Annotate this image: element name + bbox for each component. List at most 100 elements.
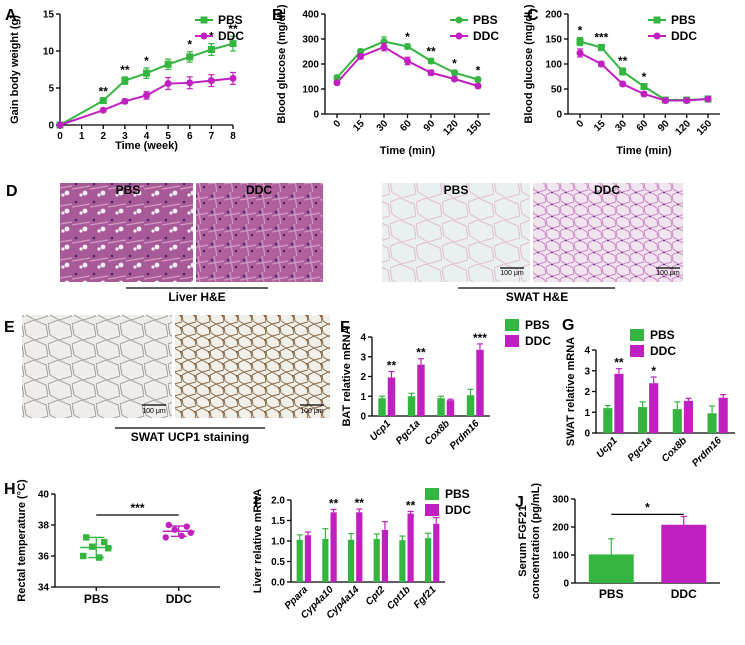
data-point bbox=[164, 80, 172, 88]
legend-marker bbox=[653, 16, 661, 24]
y-axis-label: BAT relative mRNA bbox=[341, 326, 353, 426]
image-label: DDC bbox=[246, 183, 272, 197]
x-tick-label: 0 bbox=[57, 131, 63, 142]
legend-swatch bbox=[630, 329, 644, 341]
legend-swatch bbox=[630, 345, 644, 357]
significance: * bbox=[642, 70, 647, 84]
bar bbox=[476, 349, 484, 416]
significance: ** bbox=[329, 496, 339, 510]
bar bbox=[603, 408, 613, 433]
x-tick-label: 0 bbox=[575, 118, 587, 130]
legend-label: PBS bbox=[650, 328, 675, 342]
y-tick-label: 1 bbox=[360, 392, 366, 403]
bar bbox=[417, 364, 425, 416]
y-tick-label: 1.0 bbox=[271, 537, 285, 548]
data-point bbox=[99, 106, 107, 114]
y-tick-label: 0.0 bbox=[271, 578, 285, 589]
image-caption: Liver H&E bbox=[168, 290, 225, 304]
y-tick-label: 34 bbox=[38, 583, 50, 594]
y-tick-label: 10 bbox=[43, 47, 55, 58]
data-point bbox=[474, 76, 482, 83]
panel-letter: I bbox=[254, 494, 258, 511]
x-axis-label: Time (week) bbox=[115, 140, 178, 152]
y-tick-label: 200 bbox=[552, 523, 569, 534]
x-tick-label: 30 bbox=[375, 118, 391, 134]
data-point bbox=[143, 69, 150, 77]
y-tick-label: 400 bbox=[302, 10, 319, 21]
significance: ** bbox=[614, 356, 624, 370]
legend-label: DDC bbox=[650, 344, 676, 358]
significance: ** bbox=[416, 346, 426, 360]
bar bbox=[378, 398, 386, 416]
data-point bbox=[357, 53, 364, 60]
x-tick-label: 90 bbox=[656, 118, 672, 134]
panel-letter: C bbox=[527, 7, 539, 24]
image-label: DDC bbox=[594, 183, 620, 197]
scale-label: 100 μm bbox=[300, 408, 324, 415]
data-point bbox=[165, 521, 172, 529]
panel-letter: J bbox=[515, 494, 524, 511]
legend-label: DDC bbox=[525, 334, 551, 348]
data-point bbox=[229, 40, 237, 48]
significance: * bbox=[405, 30, 410, 44]
bar bbox=[707, 413, 717, 433]
x-tick-label: Cox8b bbox=[660, 435, 689, 464]
x-tick-label: 4 bbox=[144, 131, 150, 142]
liver-image bbox=[196, 183, 323, 282]
bar bbox=[424, 538, 432, 582]
significance: ** bbox=[99, 84, 109, 98]
image-label: PBS bbox=[444, 183, 469, 197]
x-tick-label: Prdm16 bbox=[448, 418, 482, 452]
y-tick-label: 5 bbox=[48, 84, 54, 95]
data-point bbox=[597, 44, 605, 51]
x-tick-label: PBS bbox=[84, 592, 109, 606]
x-tick-label: 60 bbox=[398, 118, 414, 134]
y-tick-label: 0 bbox=[313, 110, 319, 121]
scale-label: 100 μm bbox=[500, 270, 524, 277]
x-tick-label: 7 bbox=[209, 131, 215, 142]
series-line bbox=[59, 42, 234, 126]
data-point bbox=[380, 43, 388, 51]
data-point bbox=[404, 57, 411, 65]
x-axis-label: Time (min) bbox=[616, 145, 672, 157]
legend-label: DDC bbox=[473, 29, 499, 43]
legend-marker bbox=[653, 32, 661, 40]
legend-swatch bbox=[425, 504, 439, 516]
data-point bbox=[229, 74, 237, 82]
y-axis-label: Blood glucose (mg/dL) bbox=[276, 4, 288, 123]
y-tick-label: 0 bbox=[360, 412, 366, 423]
data-point bbox=[143, 91, 150, 99]
legend-label: DDC bbox=[671, 29, 697, 43]
panel-letter: E bbox=[4, 319, 15, 336]
y-tick-label: 300 bbox=[302, 35, 319, 46]
y-tick-label: 36 bbox=[38, 552, 50, 563]
y-tick-label: 2 bbox=[584, 387, 590, 398]
data-point bbox=[427, 57, 435, 65]
ucp1-image bbox=[175, 315, 330, 418]
significance: *** bbox=[473, 331, 487, 345]
y-axis-label: Rectal temperature (°C) bbox=[16, 479, 28, 602]
image-label: PBS bbox=[116, 183, 141, 197]
bar bbox=[407, 513, 414, 582]
y-tick-label: 300 bbox=[552, 495, 569, 506]
x-tick-label: 0 bbox=[332, 118, 344, 130]
series-line bbox=[59, 77, 234, 126]
bar bbox=[387, 377, 396, 416]
legend-marker bbox=[455, 32, 463, 40]
data-point bbox=[619, 80, 627, 88]
data-point bbox=[121, 97, 129, 105]
legend-marker bbox=[200, 16, 208, 24]
panel-letter: H bbox=[4, 481, 16, 498]
swat-image bbox=[382, 183, 530, 282]
swat-image bbox=[533, 183, 683, 282]
legend-label: PBS bbox=[525, 318, 550, 332]
panel-letter: D bbox=[6, 183, 18, 200]
data-point bbox=[101, 538, 108, 546]
data-point bbox=[404, 43, 411, 50]
panel-letter: B bbox=[272, 7, 284, 24]
y-tick-label: 3 bbox=[584, 366, 590, 377]
data-point bbox=[186, 53, 194, 61]
x-tick-label: Cpt1b bbox=[385, 584, 413, 612]
bar bbox=[304, 535, 312, 582]
